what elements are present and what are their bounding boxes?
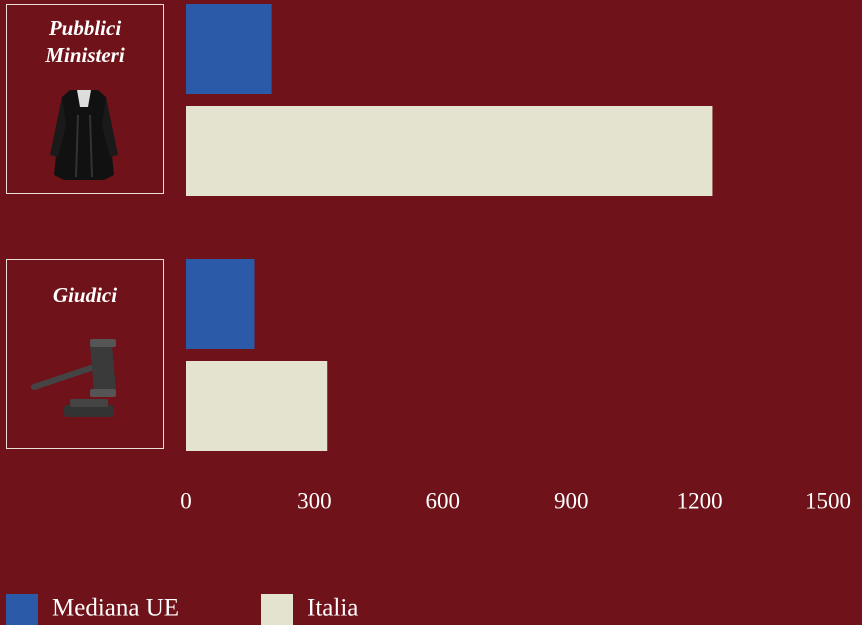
category-box: Giudici [6,259,164,449]
legend-label: Italia [307,595,358,622]
x-tick-label: 300 [297,488,332,513]
category-label: Pubblici Ministeri [45,16,125,67]
category-box: Pubblici Ministeri [6,4,164,194]
x-tick-label: 900 [554,488,589,513]
bar [186,106,713,196]
x-tick-label: 0 [180,488,192,513]
robe-icon [50,90,118,180]
x-tick-label: 1200 [677,488,723,513]
bar [186,259,255,349]
bar [186,4,272,94]
x-tick-label: 600 [426,488,461,513]
legend-swatch [261,594,293,625]
legend-label: Mediana UE [52,595,179,622]
gavel-icon [31,339,116,417]
bar [186,361,328,451]
legend-swatch [6,594,38,625]
x-tick-label: 1500 [805,488,851,513]
category-label: Giudici [52,283,118,307]
